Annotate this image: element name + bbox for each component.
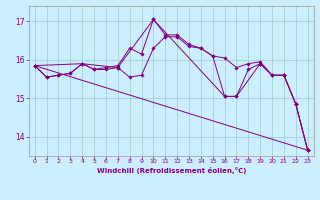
X-axis label: Windchill (Refroidissement éolien,°C): Windchill (Refroidissement éolien,°C)	[97, 167, 246, 174]
